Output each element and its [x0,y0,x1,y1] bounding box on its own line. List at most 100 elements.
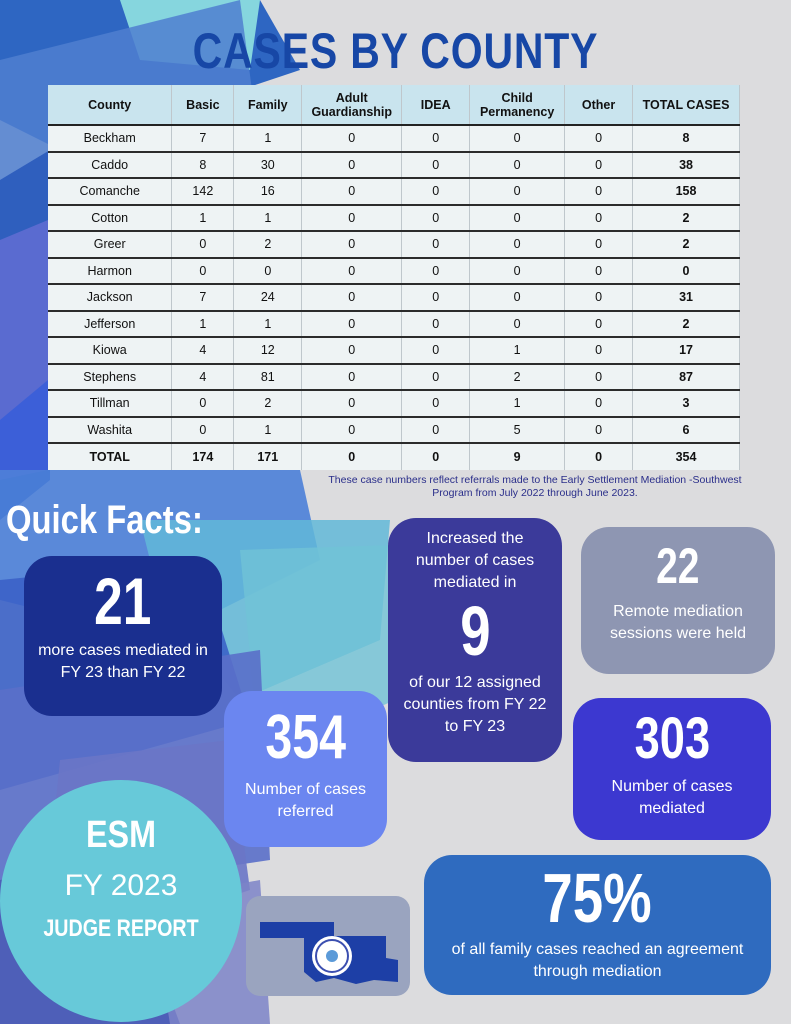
value-cell: 0 [469,178,566,206]
fact-caption: more cases mediated in FY 23 than FY 22 [38,642,208,681]
value-cell: 0 [564,310,634,338]
value-cell: 0 [401,231,471,259]
value-cell: 0 [469,151,566,179]
table-header-row: County Basic Family Adult Guardianship I… [48,85,740,126]
table-row: Comanche 142 16 0 0 0 0 158 [48,178,740,206]
page-title: CASES BY COUNTY [192,23,599,79]
header-family: Family [233,85,303,126]
value-cell: 2 [469,363,566,391]
total-value-cell: 0 [401,443,471,470]
value-cell: 0 [401,257,471,285]
value-cell: 0 [233,257,303,285]
value-cell: 30 [233,151,303,179]
fact-number: 354 [265,703,346,772]
total-cell: 2 [632,204,740,232]
quick-facts-title: Quick Facts: [6,498,203,542]
value-cell: 2 [233,390,303,418]
value-cell: 0 [301,310,403,338]
cases-table: County Basic Family Adult Guardianship I… [48,85,740,470]
value-cell: 0 [301,416,403,444]
oklahoma-map-icon [260,922,398,984]
value-cell: 0 [401,178,471,206]
value-cell: 1 [233,310,303,338]
fact-caption: of all family cases reached an agreement… [451,941,744,980]
badge-judge-report: JUDGE REPORT [43,915,199,942]
value-cell: 4 [171,337,235,365]
county-name-cell: Greer [48,231,173,259]
value-cell: 0 [401,363,471,391]
total-value-cell: 0 [301,443,403,470]
value-cell: 1 [233,125,303,153]
value-cell: 0 [401,390,471,418]
total-cell: 17 [632,337,740,365]
value-cell: 0 [564,125,634,153]
value-cell: 16 [233,178,303,206]
fact-number: 9 [459,592,491,670]
fact-bottom-caption: of our 12 assigned counties from FY 22 t… [403,674,547,735]
value-cell: 1 [171,310,235,338]
header-idea: IDEA [401,85,471,126]
table-total-row: TOTAL 174 171 0 0 9 0 354 [48,443,740,470]
fact-card-cases-referred: 354 Number of cases referred [224,691,387,847]
value-cell: 12 [233,337,303,365]
county-name-cell: Jefferson [48,310,173,338]
value-cell: 0 [401,204,471,232]
total-value-cell: 354 [632,443,740,470]
table-note: These case numbers reflect referrals mad… [328,474,742,499]
badge-esm: ESM [85,814,156,856]
county-name-cell: Harmon [48,257,173,285]
header-total-cases: TOTAL CASES [632,85,740,126]
value-cell: 0 [564,416,634,444]
value-cell: 7 [171,284,235,312]
total-cell: 6 [632,416,740,444]
value-cell: 0 [401,416,471,444]
value-cell: 0 [301,390,403,418]
total-cell: 8 [632,125,740,153]
total-cell: 87 [632,363,740,391]
value-cell: 0 [564,390,634,418]
table-row: Harmon 0 0 0 0 0 0 0 [48,257,740,285]
value-cell: 0 [469,204,566,232]
county-name-cell: Tillman [48,390,173,418]
fact-card-cases-mediated: 303 Number of cases mediated [573,698,771,840]
value-cell: 0 [301,284,403,312]
value-cell: 0 [564,151,634,179]
fact-card-counties-increased: Increased the number of cases mediated i… [388,518,562,762]
badge-year: FY 2023 [64,869,178,902]
total-label-cell: TOTAL [48,443,173,470]
value-cell: 4 [171,363,235,391]
value-cell: 0 [171,257,235,285]
total-cell: 38 [632,151,740,179]
fact-caption: Number of cases referred [245,781,366,820]
total-value-cell: 0 [564,443,634,470]
value-cell: 0 [401,151,471,179]
table-row: Kiowa 4 12 0 0 1 0 17 [48,337,740,365]
value-cell: 0 [401,310,471,338]
county-name-cell: Comanche [48,178,173,206]
value-cell: 0 [401,125,471,153]
value-cell: 0 [301,204,403,232]
value-cell: 0 [401,284,471,312]
fact-caption: Number of cases mediated [611,778,733,817]
value-cell: 0 [401,337,471,365]
value-cell: 1 [233,204,303,232]
value-cell: 0 [469,125,566,153]
value-cell: 0 [301,231,403,259]
value-cell: 1 [233,416,303,444]
value-cell: 0 [301,257,403,285]
fact-card-remote-sessions: 22 Remote mediation sessions were held [581,527,775,674]
value-cell: 0 [301,363,403,391]
value-cell: 142 [171,178,235,206]
header-child-permanency: Child Permanency [469,85,566,126]
value-cell: 0 [564,284,634,312]
value-cell: 0 [564,257,634,285]
total-cell: 3 [632,390,740,418]
table-row: Caddo 8 30 0 0 0 0 38 [48,151,740,179]
value-cell: 0 [171,416,235,444]
oklahoma-map-logo [246,896,410,996]
table-row: Tillman 0 2 0 0 1 0 3 [48,390,740,418]
total-value-cell: 9 [469,443,566,470]
table-row: Jefferson 1 1 0 0 0 0 2 [48,310,740,338]
value-cell: 8 [171,151,235,179]
total-cell: 0 [632,257,740,285]
